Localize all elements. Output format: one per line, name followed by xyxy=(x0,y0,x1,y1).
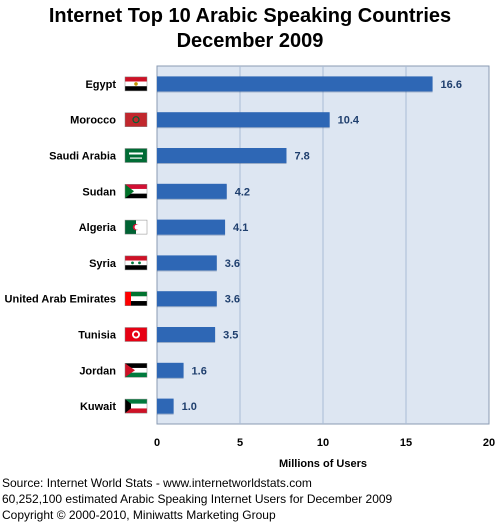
category-label: Sudan xyxy=(82,186,116,198)
bar xyxy=(157,291,217,307)
flag-stripe xyxy=(125,399,147,404)
flag-trapezoid xyxy=(125,399,131,414)
footer-source: Source: Internet World Stats - www.inter… xyxy=(2,476,312,490)
bar xyxy=(157,112,330,128)
flag-stripe xyxy=(125,301,147,306)
flag-crescent-cut xyxy=(134,224,140,230)
bar xyxy=(157,255,217,271)
x-tick-label: 0 xyxy=(154,437,160,449)
bar-value-label: 4.2 xyxy=(235,186,250,198)
x-tick-label: 10 xyxy=(317,437,329,449)
x-tick-label: 20 xyxy=(483,437,495,449)
flag-stripe xyxy=(125,291,147,297)
flag-emblem xyxy=(129,152,143,155)
flag-stripe xyxy=(125,296,147,302)
flag-stripe xyxy=(125,403,147,409)
flag-icons xyxy=(124,76,148,414)
flag-star xyxy=(131,261,134,265)
category-label: United Arab Emirates xyxy=(5,294,116,306)
x-tick-label: 5 xyxy=(237,437,243,449)
footer-estimate: 60,252,100 estimated Arabic Speaking Int… xyxy=(2,492,393,506)
egypt-flag-icon xyxy=(124,76,148,92)
flag-crescent xyxy=(133,332,139,337)
category-label: Kuwait xyxy=(80,401,116,413)
flag-stripe xyxy=(125,372,147,378)
flag-stripe xyxy=(125,367,147,373)
flag-hoist xyxy=(125,291,131,306)
flag-stripe xyxy=(125,220,136,235)
flag-border xyxy=(124,327,148,342)
bar-value-label: 3.6 xyxy=(225,258,240,270)
flag-border xyxy=(124,363,148,378)
bar-value-label: 10.4 xyxy=(338,115,360,127)
bar-value-label: 3.6 xyxy=(225,294,240,306)
flag-stripe xyxy=(125,76,147,82)
flag-stripe xyxy=(125,86,147,91)
flag-border xyxy=(124,255,148,271)
flag-stripe xyxy=(125,188,147,194)
bar-value-label: 16.6 xyxy=(441,79,462,91)
x-axis-ticks: 0 5 10 15 20 xyxy=(154,437,495,449)
algeria-flag-icon xyxy=(124,219,148,235)
x-tick-label: 15 xyxy=(400,437,412,449)
bar xyxy=(157,148,287,163)
flag-border xyxy=(124,291,148,306)
bar-value-label: 4.1 xyxy=(233,222,248,234)
x-axis-label: Millions of Users xyxy=(279,458,367,470)
flag-stripe xyxy=(125,408,147,414)
sudan-flag-icon xyxy=(124,184,148,199)
flag-border xyxy=(124,148,148,163)
bar xyxy=(157,76,433,92)
category-label: Saudi Arabia xyxy=(49,151,117,163)
footer-copyright: Copyright © 2000-2010, Miniwatts Marketi… xyxy=(2,508,276,522)
category-label: Syria xyxy=(89,258,117,270)
uae-flag-icon xyxy=(124,291,148,306)
flag-stripe xyxy=(125,255,147,261)
flag-stripe xyxy=(125,260,147,266)
flag-stripe xyxy=(136,220,147,235)
flag-border xyxy=(124,112,148,127)
flag-stripe xyxy=(125,184,147,189)
bar xyxy=(157,327,216,342)
flag-star xyxy=(138,261,141,265)
flag-emblem xyxy=(130,157,142,159)
bar xyxy=(157,398,174,414)
chart-title: Internet Top 10 Arabic Speaking Countrie… xyxy=(48,5,452,27)
flag-triangle xyxy=(125,363,135,378)
morocco-flag-icon xyxy=(124,112,148,127)
syria-flag-icon xyxy=(124,255,148,271)
flag-emblem xyxy=(132,116,140,124)
flag-stripe xyxy=(125,193,147,199)
category-label: Algeria xyxy=(79,222,117,234)
category-label: Jordan xyxy=(79,365,116,377)
flag-stripe xyxy=(125,265,147,270)
flag-border xyxy=(124,219,148,235)
category-labels: Egypt Morocco Saudi Arabia Sudan Algeria Syri… xyxy=(5,79,117,413)
chart-subtitle: December 2009 xyxy=(176,30,324,52)
flag-triangle xyxy=(125,184,134,199)
flag-field xyxy=(125,112,147,127)
bar-chart: 16.6 10.4 7.8 4.2 4.1 3.6 3.6 3.5 1.6 1.0 Egypt Mo… xyxy=(5,65,495,470)
bar-value-label: 1.6 xyxy=(192,365,207,377)
flag-border xyxy=(124,398,148,414)
category-label: Tunisia xyxy=(78,330,117,342)
tunisia-flag-icon xyxy=(124,327,148,342)
bar-value-label: 7.8 xyxy=(294,151,309,163)
bar-value-label: 1.0 xyxy=(182,401,197,413)
bars: 16.6 10.4 7.8 4.2 4.1 3.6 3.6 3.5 1.6 1.0 xyxy=(157,76,462,415)
flag-border xyxy=(124,184,148,199)
bar xyxy=(157,362,184,378)
flag-stripe xyxy=(125,363,147,368)
kuwait-flag-icon xyxy=(124,398,148,414)
bar xyxy=(157,219,226,235)
category-label: Morocco xyxy=(70,115,116,127)
bar-value-label: 3.5 xyxy=(223,330,238,342)
saudi-arabia-flag-icon xyxy=(124,148,148,163)
flag-border xyxy=(124,76,148,92)
category-label: Egypt xyxy=(85,79,116,91)
flag-emblem xyxy=(134,82,138,86)
jordan-flag-icon xyxy=(124,363,148,378)
flag-field xyxy=(125,148,147,163)
bar xyxy=(157,183,227,199)
